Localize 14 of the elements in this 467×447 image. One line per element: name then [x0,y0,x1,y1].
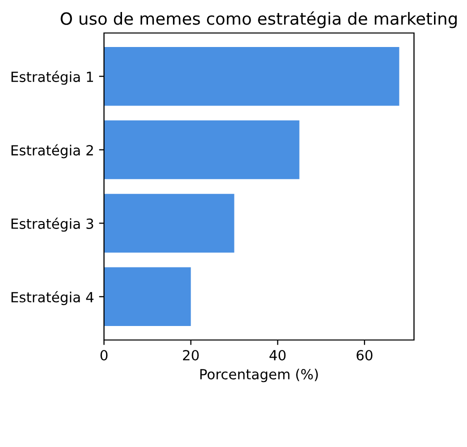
chart-title: O uso de memes como estratégia de marketing [60,11,457,28]
x-tick-label: 40 [270,350,286,360]
bar [104,120,300,180]
x-tick-label: 60 [356,350,372,360]
x-axis-title: Porcentagem (%) [200,368,318,382]
x-tick-label: 0 [100,350,108,360]
y-tick-label: Estratégia 3 [12,218,94,232]
bar [104,267,191,326]
bar [104,194,234,253]
x-tick-label: 20 [183,350,199,360]
y-tick-label: Estratégia 2 [12,144,93,158]
y-tick-label: Estratégia 1 [12,70,93,85]
bar [104,46,400,106]
y-tick-label: Estratégia 4 [12,291,94,306]
